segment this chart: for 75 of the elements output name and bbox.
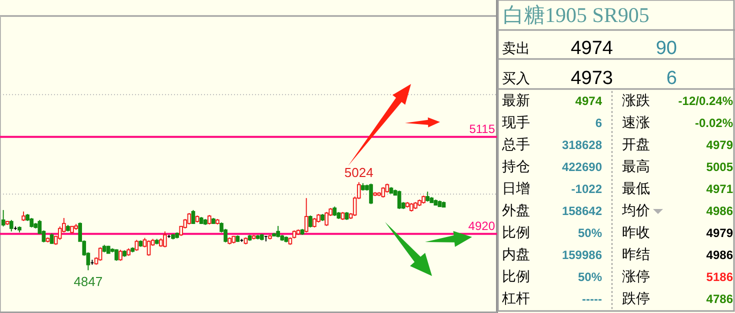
text: 4986 (706, 248, 734, 262)
candlestick (276, 225, 280, 238)
text: 最低 (622, 180, 650, 196)
text: 现手 (502, 114, 530, 130)
text: 4979 (706, 226, 734, 240)
candlestick (50, 232, 54, 244)
candlestick (163, 230, 167, 248)
annotation: 4847 (74, 274, 103, 290)
candlestick (324, 212, 328, 226)
text: 6 (666, 68, 677, 89)
candlestick (22, 211, 26, 222)
annotation: 5024 (344, 165, 374, 180)
candlestick (146, 240, 151, 256)
candlestick (1, 210, 6, 227)
text: 买入 (502, 70, 530, 86)
candlestick (369, 183, 373, 205)
candlestick (264, 236, 268, 242)
text: 422690 (562, 160, 602, 174)
text: ----- (582, 292, 602, 306)
text: 4974 (575, 94, 602, 108)
text: 50% (578, 270, 602, 284)
text: 4973 (570, 68, 613, 89)
text: 持仓 (502, 158, 530, 174)
text: 日增 (502, 180, 530, 196)
text: 5005 (706, 160, 734, 174)
text: 90 (656, 38, 677, 59)
text: 最新 (502, 92, 530, 108)
candlestick (304, 198, 308, 233)
text: 4971 (706, 182, 734, 196)
text: 外盘 (502, 202, 530, 218)
ref-line-label: 4920 (468, 218, 496, 233)
text: 比例 (502, 224, 530, 240)
text: 4786 (706, 292, 734, 306)
text: 白糖1905 SR905 (503, 3, 650, 27)
candlestick (426, 191, 430, 202)
text: 均价 (621, 202, 650, 218)
candlestick (118, 249, 122, 262)
text: 318628 (562, 138, 602, 152)
text: 5186 (706, 270, 734, 284)
candlestick (187, 212, 192, 225)
candlestick (134, 239, 139, 252)
text: 杠杆 (501, 290, 530, 306)
text: 4986 (706, 204, 734, 218)
text: 昨收 (622, 224, 650, 240)
candlestick (207, 214, 212, 225)
text: 涨停 (622, 268, 650, 284)
ref-line-label: 5115 (469, 122, 496, 136)
text: -12/0.24% (678, 94, 734, 108)
candlestick (397, 190, 402, 210)
text: 速涨 (622, 114, 650, 130)
text: 涨跌 (622, 92, 650, 108)
text: 卖出 (502, 40, 530, 56)
text: 4979 (706, 138, 734, 152)
text: 总手 (501, 136, 530, 152)
candlestick (30, 217, 34, 228)
candlestick (312, 217, 316, 228)
candlestick (98, 246, 102, 262)
text: 最高 (622, 158, 650, 174)
candlestick (9, 219, 14, 232)
candlestick (191, 210, 196, 224)
text: 4974 (570, 38, 614, 59)
text: 内盘 (502, 246, 530, 262)
candlestick (381, 186, 386, 198)
text: -1022 (571, 182, 602, 196)
text: -0.02% (694, 116, 734, 130)
text: 158642 (562, 204, 602, 218)
text: 开盘 (622, 136, 650, 152)
candlestick (332, 206, 337, 216)
text: 159986 (562, 248, 602, 262)
text: 6 (595, 116, 602, 130)
text: 昨结 (622, 246, 650, 262)
text: 比例 (502, 268, 530, 284)
candlestick (308, 214, 312, 228)
text: 50% (578, 226, 602, 240)
text: 跌停 (622, 290, 650, 306)
